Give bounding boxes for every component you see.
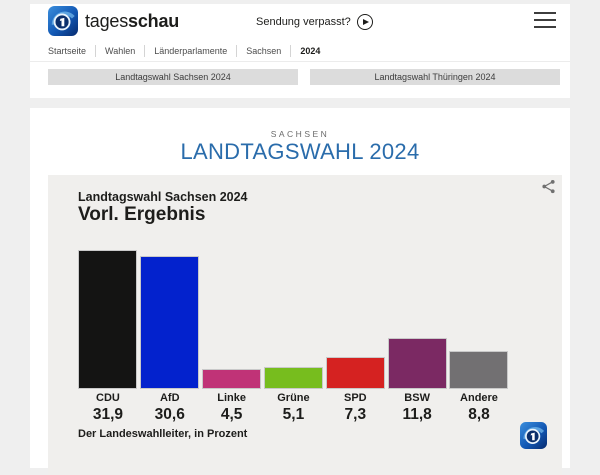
bar-cdu (78, 250, 138, 389)
chart-subtitle: Landtagswahl Sachsen 2024 (78, 190, 248, 204)
bar-label-afd: AfD (159, 392, 180, 404)
bar-afd (140, 255, 200, 389)
results-chart-card: Landtagswahl Sachsen 2024 Vorl. Ergebnis… (48, 175, 562, 475)
chart-source: Der Landeswahlleiter, in Prozent (78, 428, 248, 440)
breadcrumb-item-2024[interactable]: 2024 (300, 46, 321, 56)
bar-value-cdu: 31,9 (92, 406, 123, 423)
share-icon[interactable] (541, 179, 556, 194)
bar-area (324, 247, 386, 389)
bar-value-linke: 4,5 (220, 406, 243, 423)
breadcrumb-item-länderparlamente[interactable]: Länderparlamente (154, 46, 228, 56)
election-tab-0[interactable]: Landtagswahl Sachsen 2024 (48, 69, 298, 85)
breadcrumb-separator (95, 45, 97, 57)
menu-icon (534, 12, 556, 15)
header: tagesschau Sendung verpasst? Startseite W… (30, 4, 570, 98)
bar-label-spd: SPD (343, 392, 367, 404)
bar-area (139, 247, 201, 389)
bar-area (386, 247, 448, 389)
bar-value-grüne: 5,1 (282, 406, 305, 423)
play-icon (356, 14, 373, 30)
breadcrumb: Startseite Wahlen Länderparlamente Sachsen 2… (30, 41, 570, 62)
bar-bsw (387, 337, 447, 389)
chart-column-grüne: Grüne 5,1 (263, 247, 325, 423)
chart-column-bsw: BSW 11,8 (386, 247, 448, 423)
bar-label-andere: Andere (460, 392, 498, 404)
breadcrumb-separator (236, 45, 238, 57)
sendung-verpasst-link[interactable]: Sendung verpasst? (256, 13, 373, 31)
breadcrumb-separator (144, 45, 146, 57)
bar-label-grüne: Grüne (277, 392, 310, 404)
page-title: LANDTAGSWAHL 2024 (180, 139, 420, 164)
bar-label-cdu: CDU (96, 392, 120, 404)
bar-area (263, 247, 325, 389)
bar-label-linke: Linke (217, 392, 246, 404)
bar-linke (202, 369, 262, 389)
bar-value-andere: 8,8 (468, 406, 490, 423)
brand-row: tagesschau Sendung verpasst? (30, 4, 570, 41)
bar-area (77, 247, 139, 389)
chart-column-linke: Linke 4,5 (201, 247, 263, 423)
chart-title: Vorl. Ergebnis (78, 204, 206, 225)
breadcrumb-item-startseite[interactable]: Startseite (48, 46, 87, 56)
main-content: SACHSEN LANDTAGSWAHL 2024 Landtagswahl S… (30, 108, 570, 475)
chart-column-cdu: CDU 31,9 (77, 247, 139, 423)
kicker: SACHSEN (270, 129, 330, 139)
chart-column-afd: AfD 30,6 (139, 247, 201, 423)
bar-value-afd: 30,6 (154, 406, 185, 423)
sendung-verpasst-label: Sendung verpasst? (256, 16, 351, 28)
breadcrumb-item-wahlen[interactable]: Wahlen (105, 46, 136, 56)
wordmark-bold: schau (128, 11, 180, 31)
bar-area (201, 247, 263, 389)
tagesschau-wordmark[interactable]: tagesschau (85, 11, 179, 32)
tagesschau-watermark-icon (520, 422, 547, 449)
tagesschau-logo-icon[interactable] (48, 6, 78, 36)
bar-grüne (263, 366, 323, 389)
bar-spd (325, 357, 385, 389)
menu-button[interactable] (534, 12, 556, 29)
breadcrumb-separator (290, 45, 292, 57)
bar-label-bsw: BSW (404, 392, 430, 404)
chart-column-spd: SPD 7,3 (324, 247, 386, 423)
wordmark-regular: tages (85, 11, 129, 31)
election-tabs: Landtagswahl Sachsen 2024 Landtagswahl Th… (48, 69, 560, 85)
bar-chart: CDU 31,9 AfD 30,6 Linke 4,5 Grüne 5,1 SPD 7,3 BSW 1… (77, 247, 510, 423)
bar-andere (449, 350, 509, 389)
election-tab-1[interactable]: Landtagswahl Thüringen 2024 (310, 69, 560, 85)
bar-area (448, 247, 510, 389)
bar-value-bsw: 11,8 (402, 406, 432, 423)
bar-value-spd: 7,3 (344, 406, 367, 423)
breadcrumb-item-sachsen[interactable]: Sachsen (246, 46, 282, 56)
chart-column-andere: Andere 8,8 (448, 247, 510, 423)
